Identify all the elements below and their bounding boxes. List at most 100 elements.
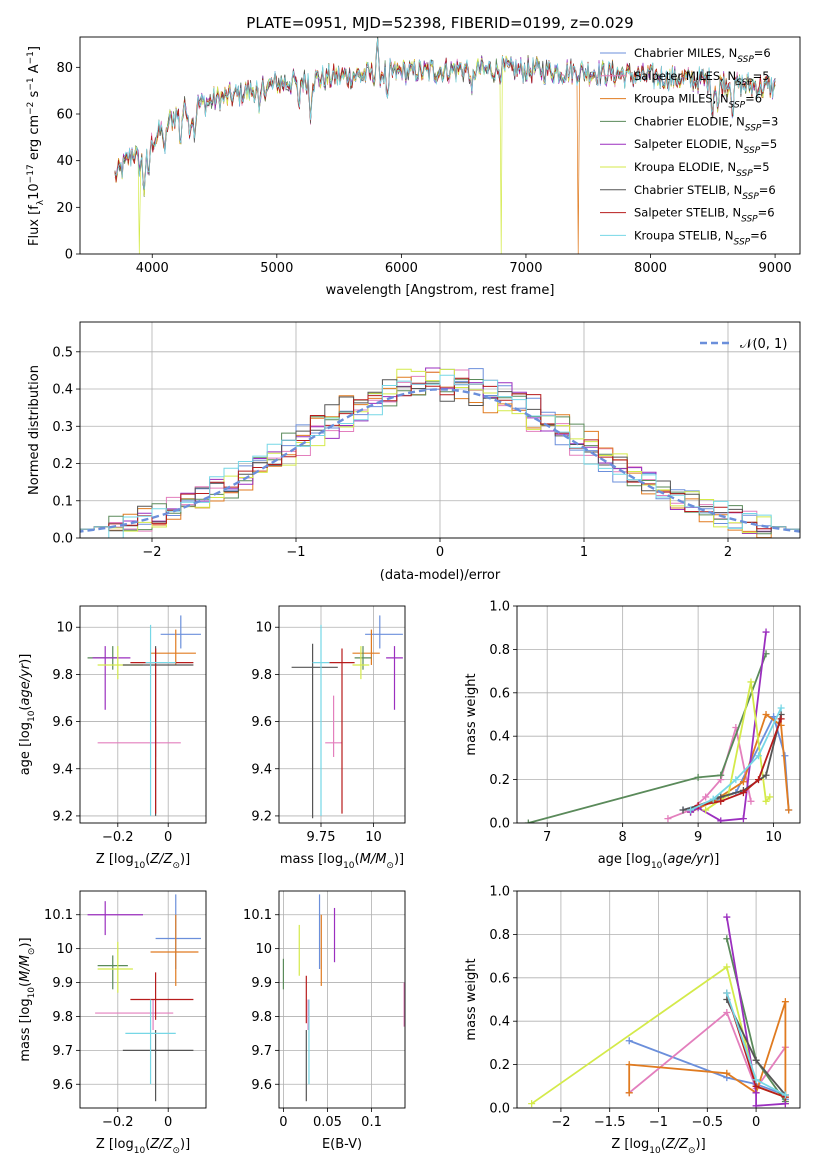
weight-marker xyxy=(752,1082,760,1090)
x-tick-label: 1 xyxy=(580,545,588,560)
y-tick-label: 0.0 xyxy=(489,1102,510,1117)
weight-marker xyxy=(762,628,770,636)
weight-marker xyxy=(752,1076,760,1084)
x-axis-label: E(B-V) xyxy=(322,1137,362,1152)
weight-marker xyxy=(739,789,747,797)
y-tick-label: 9.8 xyxy=(251,668,272,683)
weight-marker xyxy=(524,819,532,823)
weight-line xyxy=(725,916,786,1107)
axes-frame xyxy=(278,890,406,1109)
weight-marker xyxy=(723,1009,731,1017)
weight-marker xyxy=(717,797,725,805)
weight-marker xyxy=(762,711,770,718)
x-tick-label: 4000 xyxy=(136,261,169,276)
weight-line xyxy=(628,1011,787,1094)
weight-line xyxy=(682,714,782,811)
mass-vs-metallicity-panel: −0.2 0 9.6 9.7 9.8 9.9 10 10.1 Z [log10(Z/Z⊙)] ma… xyxy=(18,890,207,1156)
axes-frame xyxy=(79,321,801,539)
age-vs-mass-panel: 9.75 10 9.2 9.4 9.6 9.8 10 mass [log10(M/M⊙)] xyxy=(251,605,406,871)
axes-frame xyxy=(79,605,207,824)
x-tick-label: 9 xyxy=(694,830,702,845)
weight-line xyxy=(667,727,752,820)
axes-frame xyxy=(79,890,207,1109)
weight-marker xyxy=(732,776,740,784)
weight-marker xyxy=(752,1056,760,1064)
y-tick-label: 0.6 xyxy=(489,971,510,986)
weight-lines xyxy=(528,913,789,1108)
x-tick-label: 2 xyxy=(724,545,732,560)
x-axis-label: mass [log10(M/M⊙)] xyxy=(280,852,404,871)
weight-line xyxy=(628,1001,787,1104)
x-tick-label: −0.2 xyxy=(102,830,134,845)
y-tick-label: 9.7 xyxy=(251,1044,272,1059)
axes-frame xyxy=(278,605,406,824)
y-tick-label: 9.6 xyxy=(52,1078,73,1093)
axes-frame xyxy=(79,36,801,255)
y-tick-label: 0.2 xyxy=(52,457,73,472)
y-tick-label: 10.1 xyxy=(44,908,73,923)
y-axis-label: age [log10(age/yr)] xyxy=(18,654,37,776)
x-axis-label: (data-model)/error xyxy=(380,568,501,583)
y-tick-label: 0.0 xyxy=(489,817,510,832)
y-axis-label: mass weight xyxy=(464,958,479,1040)
y-tick-label: 0.2 xyxy=(489,1058,510,1073)
x-axis-label: age [log10(age/yr)] xyxy=(598,852,720,871)
weight-marker xyxy=(687,806,695,814)
spectrum-panel: 4000 5000 6000 7000 8000 9000 0 20 40 60 80 wavelen… xyxy=(26,36,801,298)
y-tick-label: 9.6 xyxy=(251,715,272,730)
y-tick-label: 9.6 xyxy=(251,1078,272,1093)
y-axis-label: mass [log10(M/M⊙)] xyxy=(18,937,37,1061)
y-tick-label: 10 xyxy=(255,621,272,636)
weight-marker xyxy=(723,1069,731,1077)
error-bars xyxy=(282,894,405,1102)
y-axis-label: Normed distribution xyxy=(27,365,42,495)
legend-entry: 𝒩(0, 1) xyxy=(740,337,787,352)
x-tick-label: 9000 xyxy=(759,261,792,276)
y-tick-label: 9.7 xyxy=(52,1044,73,1059)
axes-frame xyxy=(516,890,801,1109)
y-tick-label: 0 xyxy=(65,248,73,263)
weight-marker xyxy=(664,815,672,823)
x-tick-label: 10 xyxy=(365,830,382,845)
x-tick-label: 0 xyxy=(279,1115,287,1130)
legend-entry: Chabrier MILES, NSSP=6 xyxy=(634,46,771,65)
weight-marker xyxy=(694,773,702,781)
weight-vs-age-panel: 7 8 9 10 0.0 0.2 0.4 0.6 0.8 1.0 age [log10(age/yr… xyxy=(464,600,801,871)
x-tick-label: 0 xyxy=(752,1115,760,1130)
x-tick-label: 0.05 xyxy=(313,1115,342,1130)
spectrum-lines xyxy=(114,37,776,254)
x-tick-label: 0 xyxy=(164,1115,172,1130)
y-tick-label: 80 xyxy=(56,61,73,76)
y-tick-label: 10 xyxy=(56,621,73,636)
weight-line xyxy=(528,653,767,823)
weight-marker xyxy=(723,913,731,921)
weight-marker xyxy=(702,806,710,814)
residual-histogram-panel: −2 −1 0 1 2 0.0 0.1 0.2 0.3 0.4 0.5 𝒩(0, 1) (data-mo… xyxy=(27,321,801,583)
x-tick-label: −0.5 xyxy=(692,1115,724,1130)
x-tick-label: −2 xyxy=(551,1115,570,1130)
x-tick-label: 8 xyxy=(619,830,627,845)
legend-entry: Chabrier ELODIE, NSSP=3 xyxy=(634,114,778,133)
x-tick-label: 9.75 xyxy=(307,830,336,845)
x-tick-label: 0 xyxy=(436,545,444,560)
y-tick-label: 9.8 xyxy=(251,1010,272,1025)
weight-marker xyxy=(766,793,774,801)
weight-marker xyxy=(723,989,731,997)
legend-entry: Salpeter ELODIE, NSSP=5 xyxy=(634,137,777,156)
weight-marker xyxy=(625,1037,633,1045)
x-tick-label: −0.2 xyxy=(102,1115,134,1130)
spectrum-line xyxy=(114,38,776,190)
weight-marker xyxy=(781,998,789,1006)
y-tick-label: 0.2 xyxy=(489,773,510,788)
x-tick-label: 5000 xyxy=(260,261,293,276)
y-tick-label: 9.6 xyxy=(52,715,73,730)
weight-marker xyxy=(754,776,762,784)
weight-marker xyxy=(717,771,725,779)
x-tick-label: −1 xyxy=(286,545,305,560)
mass-vs-ebv-panel: 0 0.05 0.1 9.6 9.7 9.8 9.9 10 10.1 E(B-V) xyxy=(243,890,406,1152)
y-tick-label: 10.1 xyxy=(243,908,272,923)
weight-marker xyxy=(717,817,725,823)
legend-entry: Kroupa MILES, NSSP=6 xyxy=(634,92,762,111)
y-tick-label: 0.4 xyxy=(52,383,73,398)
